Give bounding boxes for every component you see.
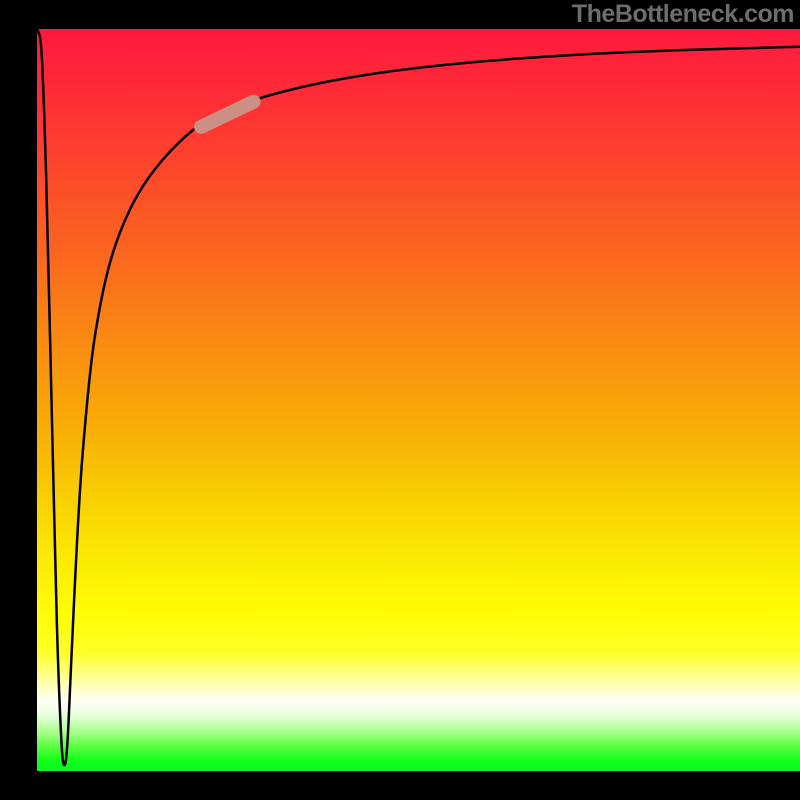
- chart-svg: [0, 0, 800, 800]
- bottleneck-chart: TheBottleneck.com: [0, 0, 800, 800]
- watermark: TheBottleneck.com: [572, 0, 794, 29]
- plot-area: [37, 29, 800, 771]
